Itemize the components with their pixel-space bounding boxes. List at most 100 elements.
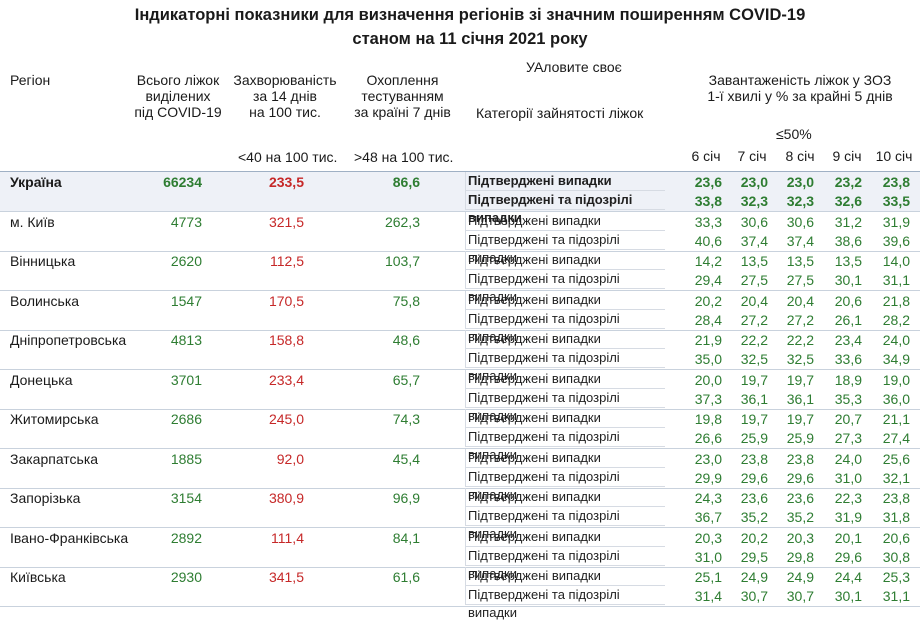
load-confirmed-value: 25,1: [694, 569, 722, 585]
load-confirmed-value: 20,4: [786, 292, 814, 309]
load-confirmed-value: 23,6: [740, 490, 768, 506]
load-suspected-value: 34,9: [882, 351, 910, 367]
load-confirmed-value: 24,4: [834, 569, 862, 585]
load-suspected-value: 30,7: [786, 588, 814, 604]
category-confirmed: Підтверджені випадки: [465, 251, 665, 270]
load-confirmed-value: 14,2: [694, 253, 722, 269]
header-region: Регіон: [10, 72, 51, 88]
testing-value: 65,7: [392, 371, 420, 388]
load-confirmed-value: 24,9: [786, 569, 814, 585]
load-suspected-value: 35,2: [786, 509, 814, 525]
beds-value: 4813: [170, 332, 202, 348]
category-confirmed-suspected: Підтверджені та підозрілі випадки: [465, 270, 665, 304]
load-suspected-value: 29,5: [740, 548, 768, 565]
load-confirmed-value: 23,8: [882, 490, 910, 506]
load-confirmed-value: 19,7: [786, 411, 814, 427]
load-suspected-value: 25,9: [740, 430, 768, 446]
testing-value: 96,9: [392, 490, 420, 506]
day-header: 7 січ: [737, 148, 767, 164]
region-name: Запорізька: [10, 490, 81, 506]
load-confirmed-value: 30,6: [740, 213, 768, 230]
load-confirmed-value: 23,8: [740, 450, 768, 467]
load-confirmed-value: 23,6: [786, 490, 814, 506]
load-suspected-value: 31,0: [694, 548, 722, 565]
load-suspected-value: 33,6: [834, 351, 862, 367]
load-suspected-value: 36,0: [882, 390, 910, 407]
load-suspected-value: 31,4: [694, 588, 722, 604]
threshold-incidence: <40 на 100 тис.: [238, 149, 338, 165]
table-row: Закарпатська 1885 92,0 45,4 Підтверджені вип…: [0, 448, 920, 502]
load-suspected-value: 30,1: [834, 272, 862, 288]
load-confirmed-value: 23,8: [882, 174, 910, 190]
load-suspected-value: 32,3: [740, 193, 768, 209]
load-confirmed-value: 23,0: [786, 174, 814, 190]
report-date: станом на 11 січня 2021 року: [352, 30, 588, 48]
load-confirmed-value: 31,9: [882, 213, 910, 230]
row-divider: [0, 527, 920, 528]
load-confirmed-value: 21,1: [882, 411, 910, 427]
load-suspected-value: 27,2: [740, 311, 768, 328]
testing-value: 74,3: [392, 411, 420, 427]
load-confirmed-value: 21,8: [882, 292, 910, 309]
load-confirmed-value: 20,6: [834, 292, 862, 309]
day-header: 6 січ: [691, 148, 721, 164]
load-confirmed-value: 18,9: [834, 371, 862, 388]
region-name: Івано-Франківська: [10, 529, 129, 546]
incidence-value: 92,0: [276, 450, 304, 467]
load-confirmed-value: 23,8: [786, 450, 814, 467]
load-suspected-value: 27,3: [834, 430, 862, 446]
region-name: Вінницька: [10, 253, 76, 269]
load-confirmed-value: 24,9: [740, 569, 768, 585]
load-suspected-value: 29,4: [694, 272, 722, 288]
load-confirmed-value: 23,2: [834, 174, 862, 190]
load-suspected-value: 30,8: [882, 548, 910, 565]
incidence-value: 170,5: [268, 292, 304, 309]
table-row: Київська 2930 341,5 61,6 Підтверджені випадк…: [0, 567, 920, 620]
testing-value: 84,1: [392, 529, 420, 546]
load-confirmed-value: 24,0: [834, 450, 862, 467]
load-suspected-value: 26,6: [694, 430, 722, 446]
load-suspected-value: 37,4: [740, 232, 768, 249]
category-confirmed: Підтверджені випадки: [465, 567, 665, 586]
load-suspected-value: 31,0: [834, 469, 862, 486]
incidence-value: 111,4: [271, 529, 304, 546]
testing-value: 48,6: [392, 332, 420, 348]
load-suspected-value: 37,3: [694, 390, 722, 407]
table-row: Донецька 3701 233,4 65,7 Підтверджені випадк…: [0, 369, 920, 423]
load-suspected-value: 35,3: [834, 390, 862, 407]
load-confirmed-value: 23,0: [694, 450, 722, 467]
load-suspected-value: 31,1: [882, 272, 910, 288]
load-confirmed-value: 19,0: [882, 371, 910, 388]
beds-value: 2686: [170, 411, 202, 427]
load-suspected-value: 40,6: [694, 232, 722, 249]
region-name: Волинська: [10, 292, 80, 309]
load-suspected-value: 33,5: [882, 193, 910, 209]
load-confirmed-value: 20,0: [694, 371, 722, 388]
incidence-value: 245,0: [268, 411, 304, 427]
incidence-value: 233,5: [268, 174, 304, 190]
testing-value: 103,7: [384, 253, 420, 269]
row-divider: [0, 487, 920, 489]
day-header: 10 січ: [875, 148, 913, 164]
load-confirmed-value: 20,2: [694, 292, 722, 309]
incidence-value: 233,4: [268, 371, 304, 388]
testing-value: 86,6: [392, 174, 420, 190]
category-select[interactable]: УАловите своє: [526, 59, 622, 75]
region-name: Житомирська: [10, 411, 99, 427]
load-confirmed-value: 20,4: [740, 292, 768, 309]
load-confirmed-value: 33,3: [694, 213, 722, 230]
category-confirmed-suspected: Підтверджені та підозрілі випадки: [465, 586, 665, 620]
table-row-ukraine: Україна 66234 233,5 86,6 Підтверджені випадк…: [0, 172, 920, 225]
table-row: Івано-Франківська 2892 111,4 84,1 Підтвердже…: [0, 527, 920, 581]
load-confirmed-value: 20,2: [740, 529, 768, 546]
beds-value: 2930: [170, 569, 202, 585]
row-divider: [0, 290, 920, 291]
load-confirmed-value: 30,6: [786, 213, 814, 230]
ukraine-highlight: [0, 172, 920, 211]
row-divider: [0, 448, 920, 449]
row-divider: [0, 250, 920, 252]
category-confirmed-suspected: Підтверджені та підозрілі випадки: [465, 349, 665, 383]
load-suspected-value: 29,6: [834, 548, 862, 565]
beds-value: 4773: [170, 213, 202, 230]
category-confirmed-suspected: Підтверджені та підозрілі випадки: [465, 309, 665, 344]
